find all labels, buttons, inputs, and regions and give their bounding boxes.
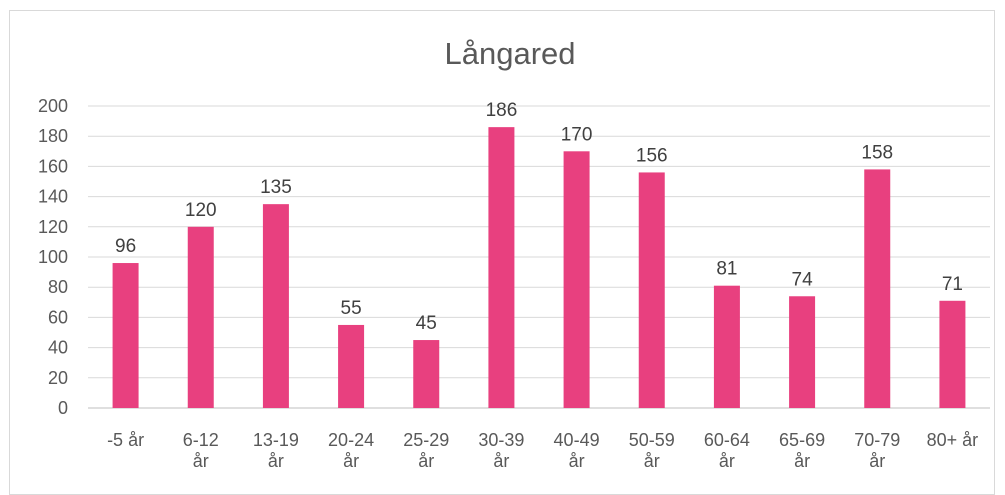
bar	[488, 127, 515, 408]
x-tick-label: 50-59	[629, 430, 675, 450]
x-axis-tick-labels: -5 år 6-12år13-19år20-24år25-29år30-39år4…	[107, 430, 978, 471]
bar	[864, 169, 891, 408]
data-labels: 96 120 135 55 45 186 170 156 81 74 158 71	[115, 100, 963, 334]
x-tick-label: -5 år	[107, 430, 144, 450]
x-tick-label: år	[644, 451, 660, 471]
x-tick-label: år	[493, 451, 509, 471]
data-label: 186	[486, 100, 518, 121]
x-tick-label: 20-24	[328, 430, 374, 450]
bar	[638, 172, 665, 408]
bar	[187, 226, 214, 408]
bar	[262, 204, 289, 408]
x-tick-label: år	[268, 451, 284, 471]
x-tick-label: 80+ år	[927, 430, 979, 450]
x-tick-label: 60-64	[704, 430, 750, 450]
y-tick-label: 100	[38, 247, 68, 267]
data-label: 74	[792, 269, 814, 290]
y-tick-label: 80	[48, 277, 68, 297]
data-label: 55	[341, 298, 362, 319]
data-label: 158	[861, 142, 893, 163]
y-tick-label: 140	[38, 187, 68, 207]
bar	[413, 340, 440, 408]
data-label: 135	[260, 177, 292, 198]
data-label: 96	[115, 236, 136, 257]
x-tick-label: år	[193, 451, 209, 471]
bar	[713, 285, 740, 408]
x-tick-label: år	[569, 451, 585, 471]
x-tick-label: 6-12	[183, 430, 219, 450]
data-label: 156	[636, 145, 668, 166]
bar	[338, 324, 365, 408]
gridlines	[88, 105, 990, 409]
y-tick-label: 120	[38, 217, 68, 237]
data-label: 81	[716, 259, 737, 280]
x-tick-label: år	[869, 451, 885, 471]
bars	[112, 127, 966, 409]
y-tick-label: 0	[58, 398, 68, 418]
y-tick-label: 160	[38, 156, 68, 176]
bar	[112, 263, 139, 408]
data-label: 120	[185, 200, 217, 221]
x-tick-label: år	[719, 451, 735, 471]
x-tick-label: år	[794, 451, 810, 471]
x-tick-label: år	[343, 451, 359, 471]
data-label: 71	[942, 274, 963, 295]
bar	[789, 296, 816, 408]
x-tick-label: 65-69	[779, 430, 825, 450]
bar	[939, 300, 966, 408]
y-tick-label: 20	[48, 368, 68, 388]
chart-title: Långared	[444, 36, 575, 71]
x-tick-label: 30-39	[478, 430, 524, 450]
data-label: 45	[416, 313, 437, 334]
y-tick-label: 60	[48, 307, 68, 327]
x-tick-label: 40-49	[554, 430, 600, 450]
y-tick-label: 40	[48, 338, 68, 358]
y-axis-tick-labels: 0 20 40 60 80 100 120 140 160 180 200	[38, 96, 68, 418]
x-tick-label: år	[418, 451, 434, 471]
data-label: 170	[561, 124, 593, 145]
bar	[563, 151, 590, 409]
x-tick-label: 25-29	[403, 430, 449, 450]
x-tick-label: 13-19	[253, 430, 299, 450]
x-tick-label: 70-79	[854, 430, 900, 450]
y-tick-label: 180	[38, 126, 68, 146]
y-tick-label: 200	[38, 96, 68, 116]
